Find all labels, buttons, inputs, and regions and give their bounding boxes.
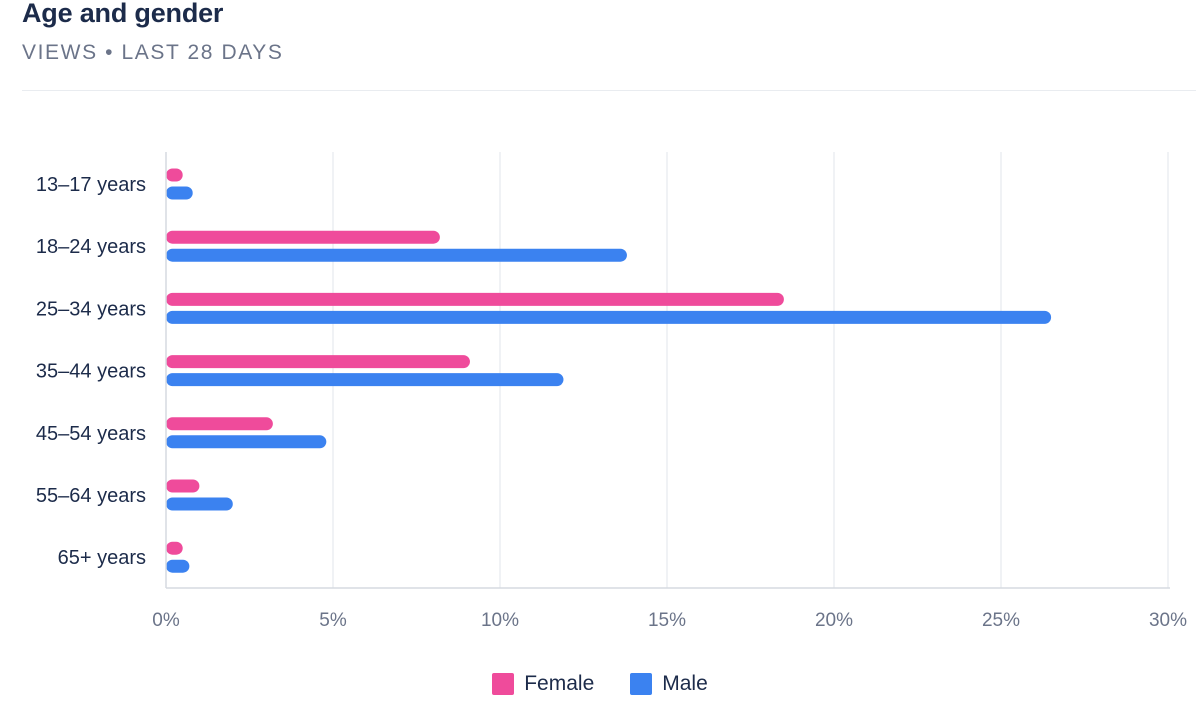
bar-female[interactable] xyxy=(166,417,273,431)
x-tick-label: 5% xyxy=(319,610,347,631)
legend: Female Male xyxy=(0,670,1200,698)
header-divider xyxy=(22,90,1196,91)
x-tick-label: 10% xyxy=(481,610,519,631)
bar-male[interactable] xyxy=(166,186,193,200)
x-tick-label: 0% xyxy=(152,610,180,631)
bar-male[interactable] xyxy=(166,559,190,573)
bar-female[interactable] xyxy=(166,230,440,244)
x-tick-label: 15% xyxy=(648,610,686,631)
category-label: 13–17 years xyxy=(36,174,146,196)
category-label: 45–54 years xyxy=(36,423,146,445)
bar-male[interactable] xyxy=(166,497,233,511)
bar-female[interactable] xyxy=(166,479,200,493)
male-swatch xyxy=(630,673,653,695)
bar-male[interactable] xyxy=(166,248,627,262)
bar-male[interactable] xyxy=(166,435,327,449)
x-tick-label: 25% xyxy=(982,610,1020,631)
x-tick-label: 30% xyxy=(1149,610,1187,631)
x-tick-label: 20% xyxy=(815,610,853,631)
tick-labels: 0% 5% 10% 15% 20% 25% 30% xyxy=(152,610,1187,631)
bars xyxy=(166,168,1052,573)
category-label: 65+ years xyxy=(58,547,146,569)
grid-lines xyxy=(332,152,1169,588)
chart-title: Age and gender xyxy=(22,0,224,28)
legend-item-female[interactable]: Female xyxy=(492,672,594,696)
bar-male[interactable] xyxy=(166,373,564,387)
legend-item-male[interactable]: Male xyxy=(630,672,708,696)
category-label: 18–24 years xyxy=(36,236,146,258)
bar-female[interactable] xyxy=(166,168,183,182)
bar-female[interactable] xyxy=(166,292,784,306)
category-label: 25–34 years xyxy=(36,298,146,320)
legend-label-female: Female xyxy=(524,672,595,695)
category-label: 55–64 years xyxy=(36,485,146,507)
bar-chart: 13–17 years 18–24 years 25–34 years 35–44 y… xyxy=(36,152,1187,631)
bar-male[interactable] xyxy=(166,310,1052,324)
bar-female[interactable] xyxy=(166,355,470,369)
female-swatch xyxy=(492,673,515,695)
legend-label-male: Male xyxy=(662,672,708,695)
axes xyxy=(165,152,1170,589)
chart-subtitle: VIEWS • LAST 28 DAYS xyxy=(22,41,284,64)
category-label: 35–44 years xyxy=(36,361,146,383)
category-labels: 13–17 years 18–24 years 25–34 years 35–44 y… xyxy=(36,174,146,569)
bar-female[interactable] xyxy=(166,541,183,555)
